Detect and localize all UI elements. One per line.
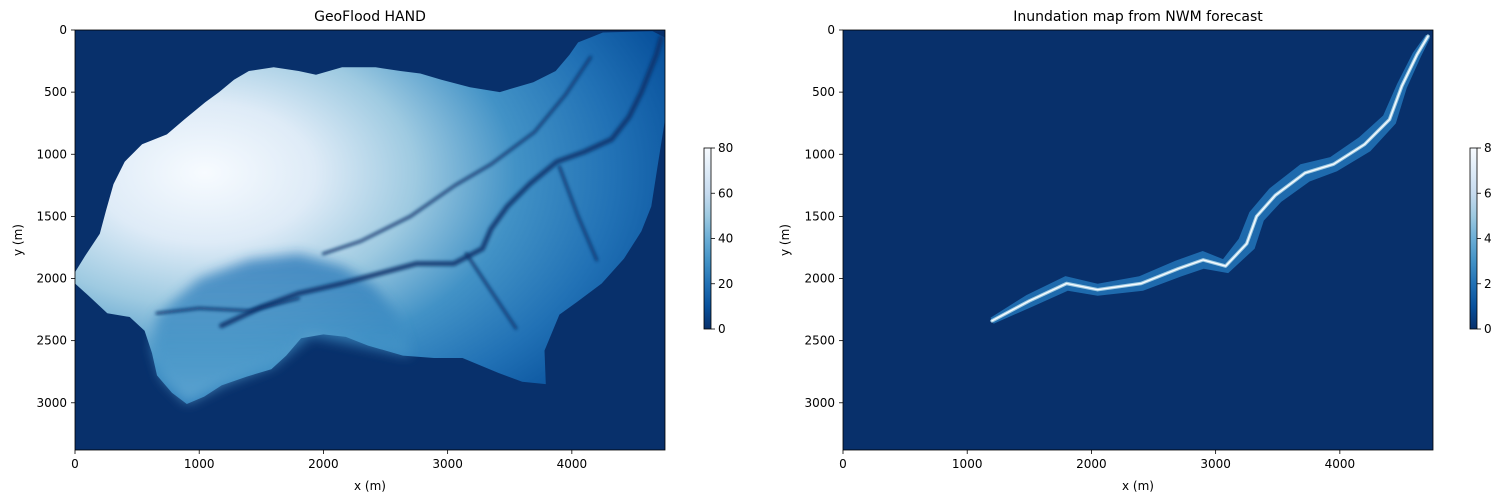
- stream-channel: [155, 296, 301, 315]
- hand-stream-network: [155, 35, 664, 330]
- inundation-map-axes: Inundation map from NWM forecast 0 1000 20…: [778, 9, 1492, 493]
- hand-colorbar: [703, 147, 712, 330]
- x-tick-label: 0: [839, 457, 847, 471]
- colorbar-tick-label: 6: [1484, 186, 1492, 200]
- y-tick-label: 3000: [804, 396, 835, 410]
- y-tick-label: 2000: [36, 272, 67, 286]
- y-tick-label: 500: [44, 85, 67, 99]
- colorbar-tick-label: 8: [1484, 141, 1492, 155]
- colorbar-tick-label: 60: [718, 186, 733, 200]
- flood-depth-deepest: [991, 35, 1429, 322]
- stream-channel: [464, 252, 518, 330]
- colorbar-tick-label: 20: [718, 277, 733, 291]
- stream-channel: [219, 35, 664, 329]
- inundation-map-y-ticks: 0 500 1000 1500 2000 2500 3000: [804, 23, 843, 410]
- south-subbasin-shading: [152, 253, 411, 403]
- y-tick-label: 0: [59, 23, 67, 37]
- x-tick-label: 4000: [1325, 457, 1356, 471]
- inundation-map-frame: [842, 29, 1434, 451]
- y-tick-label: 2500: [804, 334, 835, 348]
- hand-map-axes: GeoFlood HAND 0 1000 2000 3000 4000 0 500 1000…: [11, 9, 733, 493]
- y-tick-label: 500: [812, 85, 835, 99]
- hand-map-title: GeoFlood HAND: [314, 9, 426, 25]
- y-tick-label: 1000: [804, 147, 835, 161]
- y-tick-label: 0: [827, 23, 835, 37]
- x-tick-label: 3000: [432, 457, 463, 471]
- inundation-map-x-label: x (m): [1122, 479, 1154, 493]
- inundation-colorbar-ticks: 0 2 4 6 8: [1477, 141, 1492, 336]
- colorbar-tick-label: 0: [1484, 322, 1492, 336]
- stream-channel: [321, 55, 592, 256]
- hand-map-frame: [74, 29, 666, 451]
- hand-colorbar-ticks: 0 20 40 60 80: [711, 141, 733, 336]
- inundation-map-x-ticks: 0 1000 2000 3000 4000: [839, 450, 1355, 471]
- x-tick-label: 1000: [952, 457, 983, 471]
- x-tick-label: 1000: [184, 457, 215, 471]
- flood-extent: [990, 34, 1431, 324]
- stream-channel: [557, 165, 599, 262]
- y-tick-label: 1500: [804, 209, 835, 223]
- colorbar-tick-label: 80: [718, 141, 733, 155]
- x-tick-label: 4000: [557, 457, 588, 471]
- colorbar-tick-label: 4: [1484, 232, 1492, 246]
- inundation-colorbar: [1469, 147, 1478, 330]
- y-tick-label: 1000: [36, 147, 67, 161]
- hand-map-y-ticks: 0 500 1000 1500 2000 2500 3000: [36, 23, 75, 410]
- hand-map-x-ticks: 0 1000 2000 3000 4000: [71, 450, 587, 471]
- colorbar-tick-label: 40: [718, 232, 733, 246]
- hand-map-y-label: y (m): [11, 224, 25, 256]
- x-tick-label: 3000: [1200, 457, 1231, 471]
- colorbar-tick-label: 2: [1484, 277, 1492, 291]
- inundation-map-title: Inundation map from NWM forecast: [1013, 9, 1263, 25]
- y-tick-label: 1500: [36, 209, 67, 223]
- x-tick-label: 0: [71, 457, 79, 471]
- colorbar-tick-label: 0: [718, 322, 726, 336]
- inundation-map-y-label: y (m): [778, 224, 792, 256]
- hand-map-x-label: x (m): [354, 479, 386, 493]
- x-tick-label: 2000: [308, 457, 339, 471]
- y-tick-label: 2000: [804, 272, 835, 286]
- x-tick-label: 2000: [1076, 457, 1107, 471]
- inundated-area: [990, 34, 1431, 324]
- y-tick-label: 2500: [36, 334, 67, 348]
- inundation-map-background: [843, 30, 1433, 450]
- y-tick-label: 3000: [36, 396, 67, 410]
